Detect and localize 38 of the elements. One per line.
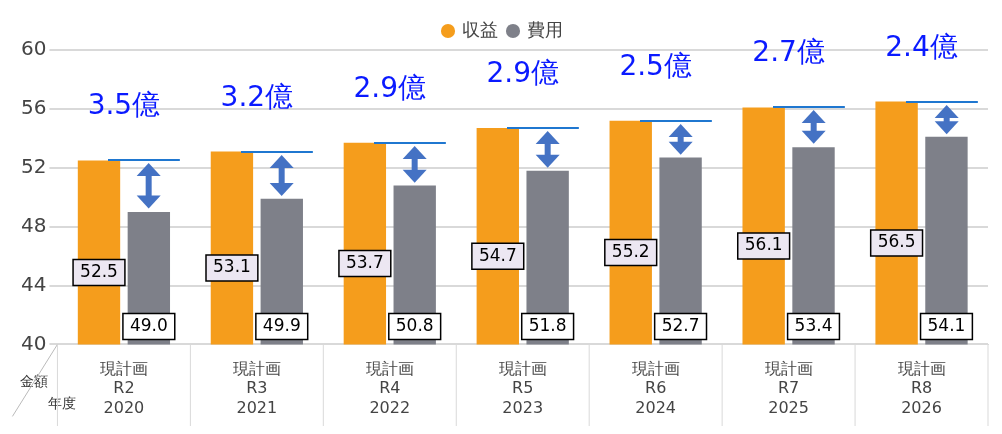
x-tick-label: 現計画 R4 2022 [365,359,414,417]
x-tick-label: 現計画 R5 2023 [498,359,547,417]
data-label: 55.2 [611,240,650,261]
annotation: 2.9億 [353,70,427,104]
annotation: 2.7億 [752,35,825,69]
data-label: 54.7 [478,244,517,265]
y-tick-label: 60 [21,36,47,61]
annotation: 2.4億 [885,29,958,63]
data-label: 53.1 [213,256,251,277]
y-tick-label: 40 [21,330,47,355]
data-label: 50.8 [395,314,434,335]
y-tick-label: 56 [21,95,47,120]
x-tick-label: 現計画 R8 2026 [897,359,946,417]
data-label: 56.1 [744,234,783,255]
legend-label: 収益 [462,18,498,40]
y-tick-label: 48 [21,212,47,237]
y-axis-title: 金額 [20,373,48,390]
y-tick-label: 44 [21,271,47,296]
data-label: 56.5 [877,231,916,252]
x-tick-label: 現計画 R2 2020 [99,359,148,417]
data-label: 54.1 [927,314,966,335]
data-label: 52.5 [80,260,118,281]
data-label: 53.7 [345,251,384,272]
data-label: 49.0 [129,314,168,335]
x-axis-title: 年度 [48,395,76,412]
y-tick-label: 52 [21,153,47,178]
x-tick-label: 現計画 R7 2025 [764,359,813,417]
annotation: 3.5億 [87,88,161,122]
data-label: 53.4 [794,314,833,335]
x-tick-label: 現計画 R3 2021 [232,359,281,417]
data-label: 51.8 [528,314,567,335]
legend-label: 費用 [527,18,563,40]
annotation: 3.2億 [220,79,294,113]
annotation: 2.9億 [486,56,559,90]
annotation: 2.5億 [619,48,692,82]
x-tick-label: 現計画 R6 2024 [631,359,680,417]
data-label: 49.9 [262,314,301,335]
data-label: 52.7 [661,314,700,335]
